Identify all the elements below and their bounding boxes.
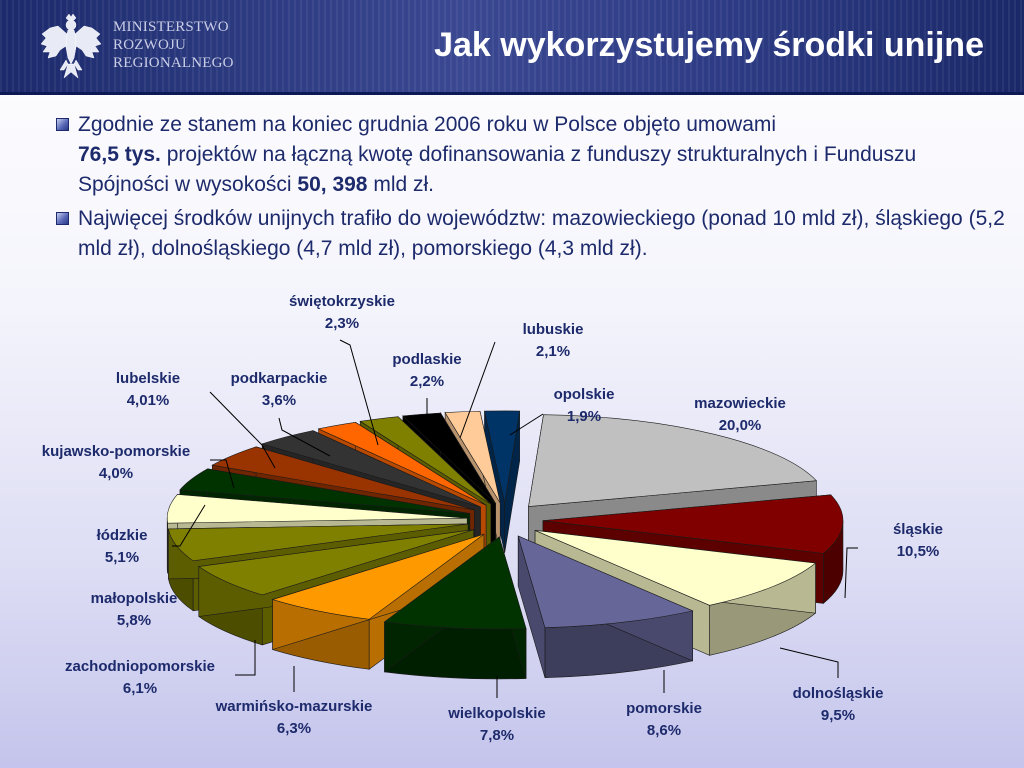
pie-slice-top [542, 494, 844, 554]
slice-value-label: 7,8% [480, 727, 514, 744]
slice-name-label: podlaskie [392, 351, 461, 368]
slice-name-label: dolnośląskie [793, 685, 884, 702]
pie-slice-top [528, 414, 818, 507]
slice-name-label: pomorskie [626, 700, 702, 717]
slice-value-label: 3,6% [262, 392, 296, 409]
slice-value-label: 1,9% [567, 408, 601, 425]
slice-name-label: lubuskie [523, 321, 584, 338]
leader-line [509, 413, 544, 436]
slice-name-label: świętokrzyskie [289, 293, 395, 310]
chart-labels: mazowieckie 20,0% śląskie 10,5% dolnośląskie… [42, 293, 943, 744]
pie-slice-top [402, 412, 496, 504]
pie-slice-wielkopolskie [383, 536, 527, 680]
slice-value-label: 10,5% [897, 543, 940, 560]
bullet-square-icon [56, 212, 69, 225]
pie-slice-top [271, 533, 485, 620]
bullet-1-text-b: projektów na łączną kwotę dofinansowania… [78, 143, 917, 196]
bullet-item-regions: Najwięcej środków unijnych trafiło do wo… [56, 204, 1006, 264]
ministry-line-1: MINISTERSTWO [113, 19, 229, 35]
slice-name-label: podkarpackie [231, 370, 328, 387]
slice-value-label: 6,3% [277, 720, 311, 737]
pie-slice-top [383, 536, 527, 630]
pie-slice-top [179, 468, 470, 514]
bullet-1-projects-count: 76,5 tys. [78, 143, 161, 166]
slice-value-label: 2,2% [410, 373, 444, 390]
bullet-item-contracts: Zgodnie ze stanem na koniec grudnia 2006… [56, 110, 1006, 200]
slice-name-label: lubelskie [116, 370, 180, 387]
slice-value-label: 2,3% [325, 315, 359, 332]
bullet-1-text-a: Zgodnie ze stanem na koniec grudnia 2006… [78, 113, 777, 136]
pie-slice-top [317, 422, 487, 506]
pie-slice-warmińsko-mazurskie [271, 533, 485, 670]
leader-line [235, 640, 256, 676]
slice-value-label: 6,1% [123, 680, 157, 697]
ministry-line-3: REGIONALNEGO [113, 55, 234, 71]
slice-name-label: wielkopolskie [447, 705, 546, 722]
pie-slice-top [211, 446, 475, 511]
slice-value-label: 2,1% [536, 343, 570, 360]
bullet-2-text: Najwięcej środków unijnych trafiło do wo… [78, 207, 1005, 260]
slice-name-label: zachodniopomorskie [65, 658, 215, 675]
slice-value-label: 4,01% [127, 392, 170, 409]
pie-slice-pomorskie [517, 535, 694, 678]
eagle-emblem-icon [40, 13, 102, 79]
slice-name-label: opolskie [554, 386, 615, 403]
bullet-1-text-c: mld zł. [367, 173, 435, 196]
bullet-1-amount: 50, 398 [297, 173, 368, 196]
leader-line [339, 339, 379, 446]
slice-name-label: śląskie [893, 521, 943, 538]
pie-slice-top [197, 529, 474, 596]
ministry-line-2: ROZWOJU [113, 37, 187, 53]
bullet-list: Zgodnie ze stanem na koniec grudnia 2006… [56, 110, 1006, 264]
slice-name-label: małopolskie [91, 590, 178, 607]
pie-slice-top [517, 535, 694, 628]
slice-value-label: 5,1% [105, 549, 139, 566]
page-title: Jak wykorzystujemy środki unijne [434, 26, 984, 64]
pie-slice-top [534, 530, 817, 606]
pie-slice-top [359, 416, 492, 505]
slice-name-label: warmińsko-mazurskie [215, 698, 373, 715]
slice-name-label: kujawsko-pomorskie [42, 443, 190, 460]
header-texture [0, 0, 1024, 95]
slice-value-label: 20,0% [719, 417, 762, 434]
leader-line [844, 547, 858, 599]
slice-value-label: 4,0% [99, 465, 133, 482]
leader-line [209, 391, 276, 469]
slice-name-label: łódzkie [97, 527, 148, 544]
pie-slice-top [261, 430, 481, 508]
pie-slice-top [166, 494, 468, 524]
header-bar: MINISTERSTWO ROZWOJU REGIONALNEGO Jak wy… [0, 0, 1024, 95]
slice-value-label: 8,6% [647, 722, 681, 739]
leader-line [210, 459, 235, 489]
header-divider [0, 92, 1024, 95]
slice-name-label: mazowieckie [694, 395, 786, 412]
pie-slice-top [444, 410, 501, 504]
leader-line [459, 341, 496, 439]
ministry-logo-text: MINISTERSTWO ROZWOJU REGIONALNEGO [113, 18, 234, 72]
leader-line [172, 504, 206, 547]
bullet-square-icon [56, 118, 69, 131]
leader-line [779, 647, 839, 678]
slice-value-label: 9,5% [821, 707, 855, 724]
slice-value-label: 5,8% [117, 612, 151, 629]
leader-line [278, 417, 331, 457]
pie-slice-top [168, 523, 469, 562]
